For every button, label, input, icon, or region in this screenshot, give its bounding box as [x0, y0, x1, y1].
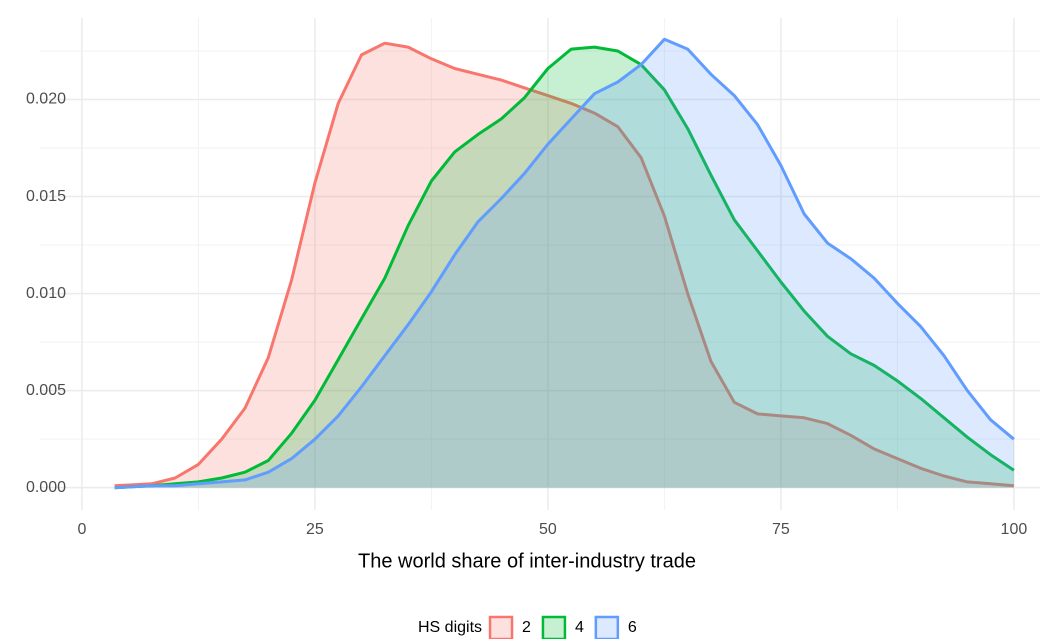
legend-key [541, 615, 567, 639]
legend: HS digits 2 4 6 [418, 615, 637, 639]
x-tick-label: 75 [772, 521, 790, 538]
legend-key [594, 615, 620, 639]
x-tick-label: 0 [77, 521, 86, 538]
density-line [114, 37, 1015, 490]
density-area [114, 39, 1014, 488]
x-tick-label: 100 [1001, 521, 1028, 538]
x-axis-title: The world share of inter-industry trade [358, 550, 696, 572]
legend-title: HS digits [418, 619, 482, 636]
density-line [114, 41, 1015, 488]
x-tick-label: 25 [306, 521, 324, 538]
legend-label: 4 [575, 619, 584, 636]
plot-area [114, 37, 1015, 490]
y-tick-label: 0.010 [26, 285, 66, 302]
legend-label: 6 [628, 619, 637, 636]
grid [40, 18, 1040, 510]
legend-key [488, 615, 514, 639]
y-tick-label: 0.015 [26, 188, 66, 205]
y-tick-label: 0.005 [26, 382, 66, 399]
density-line [114, 45, 1015, 490]
density-area [114, 43, 1014, 488]
y-tick-label: 0.020 [26, 91, 66, 108]
legend-label: 2 [522, 619, 531, 636]
y-tick-label: 0.000 [26, 479, 66, 496]
density-area [114, 47, 1014, 488]
x-tick-label: 50 [539, 521, 557, 538]
